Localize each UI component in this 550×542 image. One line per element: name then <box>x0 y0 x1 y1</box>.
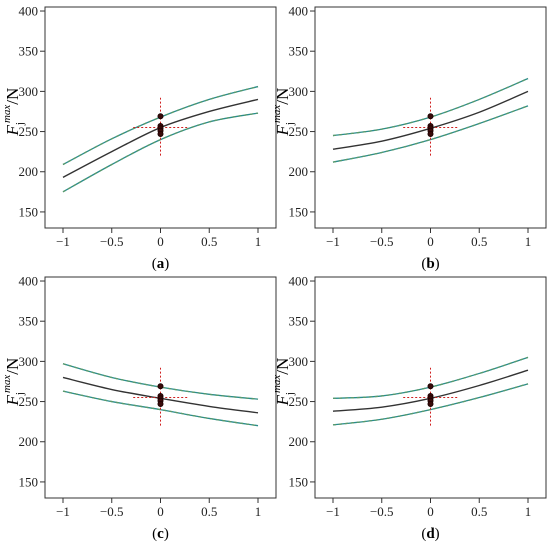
data-point <box>427 130 434 137</box>
y-tick-label: 400 <box>289 274 309 289</box>
panel-label: (c) <box>152 526 169 542</box>
panel-d: 150 200 250 300 350 400 −1 −0.5 0 0.5 1 Fjmax/N (d) <box>271 274 547 542</box>
y-tick-label: 150 <box>19 204 39 219</box>
y-axis-label-unit: /N <box>3 358 22 375</box>
x-tick-label: 0 <box>427 234 434 249</box>
y-tick-label: 300 <box>289 354 309 369</box>
y-tick-label: 300 <box>19 84 39 99</box>
y-axis-label-main: F <box>273 125 292 137</box>
y-axis-label-sub: j <box>284 392 296 396</box>
y-tick-label: 300 <box>289 84 309 99</box>
data-point <box>157 113 164 120</box>
y-axis-label: Fjmax/N <box>271 88 296 137</box>
series-line-fit <box>332 90 529 150</box>
y-tick-label: 350 <box>289 314 309 329</box>
y-axis-label: Fjmax/N <box>271 358 296 407</box>
data-point <box>157 130 164 137</box>
y-tick-label: 200 <box>289 164 309 179</box>
y-axis-label-unit: /N <box>273 88 292 105</box>
panel-a: 150 200 250 300 350 400 −1 −0.5 0 0.5 1 Fjmax/N (a) <box>1 4 277 272</box>
y-tick-label: 300 <box>19 354 39 369</box>
x-tick-label: 1 <box>255 234 262 249</box>
y-tick-label: 250 <box>19 394 39 409</box>
x-tick-label: 0 <box>157 504 164 519</box>
data-point <box>157 400 164 407</box>
x-tick-label: 1 <box>255 504 262 519</box>
y-axis-label-sup: max <box>271 105 283 123</box>
x-tick-label: −0.5 <box>370 234 394 249</box>
x-tick-label: 0.5 <box>471 504 487 519</box>
y-axis-label-main: F <box>3 125 22 137</box>
y-tick-label: 350 <box>19 44 39 59</box>
x-tick-label: −1 <box>56 504 70 519</box>
series-line-band-dash-upper <box>332 77 529 137</box>
y-axis-label-unit: /N <box>3 88 22 105</box>
x-tick-label: −1 <box>326 234 340 249</box>
y-axis-label: Fjmax/N <box>1 358 26 407</box>
y-tick-label: 250 <box>289 394 309 409</box>
x-tick-label: 0.5 <box>201 504 217 519</box>
y-axis-label: Fjmax/N <box>1 88 26 137</box>
x-tick-label: −1 <box>326 504 340 519</box>
y-tick-label: 200 <box>289 434 309 449</box>
y-axis-label-sub: j <box>284 122 296 126</box>
y-axis-label-sup: max <box>1 105 13 123</box>
y-axis-label-sub: j <box>14 392 26 396</box>
series-line-band-dash-lower <box>332 105 529 163</box>
x-tick-label: −1 <box>56 234 70 249</box>
y-tick-label: 200 <box>19 164 39 179</box>
panel-b: 150 200 250 300 350 400 −1 −0.5 0 0.5 1 Fjmax/N (b) <box>271 4 547 272</box>
y-axis-label-sup: max <box>271 375 283 393</box>
data-point <box>427 113 434 120</box>
x-tick-label: 0.5 <box>471 234 487 249</box>
x-tick-label: 0 <box>427 504 434 519</box>
panel-label: (a) <box>152 256 170 272</box>
series-line-band-dash-lower <box>62 390 259 427</box>
x-tick-label: 1 <box>525 234 532 249</box>
y-tick-label: 400 <box>19 274 39 289</box>
x-tick-label: 0.5 <box>201 234 217 249</box>
panel-label: (b) <box>421 256 439 272</box>
panel-c: 150 200 250 300 350 400 −1 −0.5 0 0.5 1 Fjmax/N (c) <box>1 274 277 542</box>
x-tick-label: −0.5 <box>370 504 394 519</box>
y-tick-label: 150 <box>289 204 309 219</box>
y-tick-label: 350 <box>19 314 39 329</box>
y-tick-label: 150 <box>289 474 309 489</box>
y-axis-label-main: F <box>273 395 292 407</box>
y-tick-label: 150 <box>19 474 39 489</box>
y-tick-label: 200 <box>19 434 39 449</box>
panel-label: (d) <box>421 526 439 542</box>
data-point <box>427 400 434 407</box>
y-tick-label: 250 <box>289 124 309 139</box>
y-axis-label-sub: j <box>14 122 26 126</box>
x-tick-label: −0.5 <box>100 504 124 519</box>
data-point <box>157 383 164 390</box>
y-tick-label: 400 <box>19 4 39 19</box>
x-tick-label: 0 <box>157 234 164 249</box>
x-tick-label: −0.5 <box>100 234 124 249</box>
data-point <box>427 383 434 390</box>
y-axis-label-sup: max <box>1 375 13 393</box>
y-tick-label: 350 <box>289 44 309 59</box>
x-tick-label: 1 <box>525 504 532 519</box>
y-axis-label-main: F <box>3 395 22 407</box>
y-tick-label: 250 <box>19 124 39 139</box>
y-tick-label: 400 <box>289 4 309 19</box>
y-axis-label-unit: /N <box>273 358 292 375</box>
